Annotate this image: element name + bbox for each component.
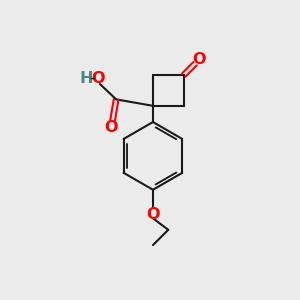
Text: O: O	[146, 207, 160, 222]
Text: O: O	[192, 52, 206, 68]
Text: H: H	[79, 71, 93, 86]
Text: O: O	[104, 119, 118, 134]
Text: O: O	[91, 71, 104, 86]
Text: -: -	[89, 71, 94, 86]
